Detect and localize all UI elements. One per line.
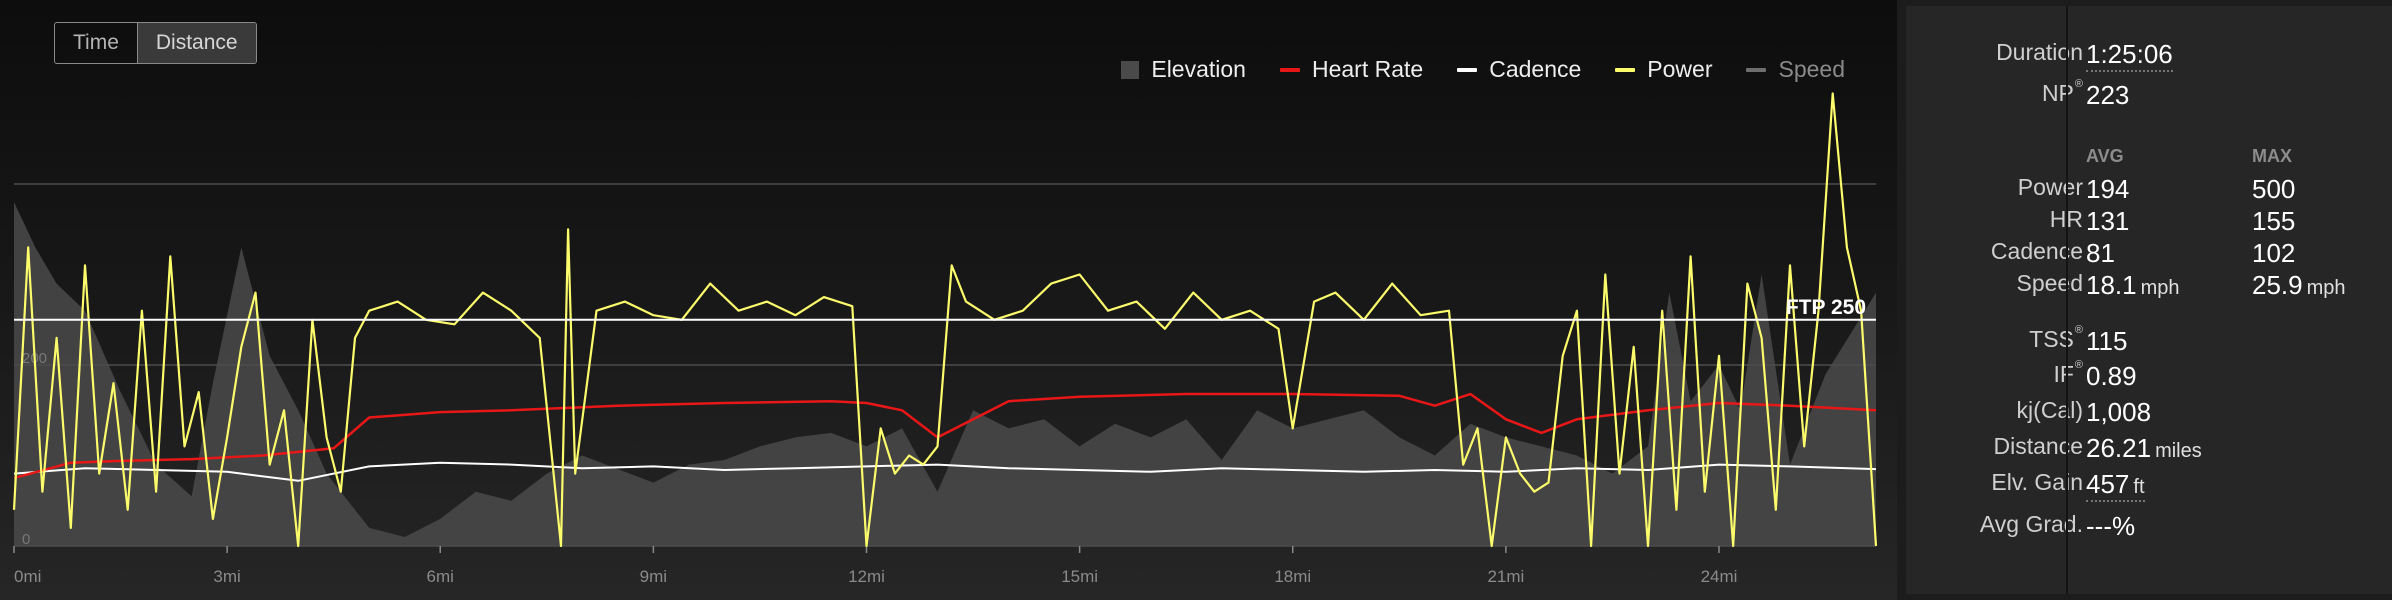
avg-header: AVG bbox=[2086, 146, 2124, 166]
power-line bbox=[12, 92, 1878, 548]
duration-row: Duration 1:25:06 bbox=[1906, 39, 2392, 72]
avg-grade-value: ---% bbox=[2086, 511, 2136, 541]
x-tick-label: 3mi bbox=[213, 567, 240, 586]
tss-value: 115 bbox=[2086, 326, 2128, 356]
power-max: 500 bbox=[2252, 174, 2296, 204]
speed-row: Speed 18.1 mph 25.9 mph bbox=[1906, 270, 2392, 302]
np-label: NP® bbox=[2041, 78, 2083, 106]
speed-label: Speed bbox=[2016, 270, 2083, 296]
cadence-max: 102 bbox=[2252, 238, 2296, 268]
elevation-gain-label: Elv. Gain bbox=[1991, 469, 2083, 495]
legend-label: Speed bbox=[1778, 56, 1845, 82]
heart-rate-swatch bbox=[1279, 67, 1300, 72]
x-tick-label: 6mi bbox=[427, 567, 454, 586]
x-tick-label: 18mi bbox=[1274, 567, 1311, 586]
column-headers: AVG MAX bbox=[1906, 146, 2392, 178]
elevation-gain-row: Elv. Gain 457 ft bbox=[1906, 469, 2392, 502]
distance-row: Distance 26.21 miles bbox=[1906, 433, 2392, 465]
x-tick-label: 15mi bbox=[1061, 567, 1098, 586]
cadence-label: Cadence bbox=[1990, 238, 2083, 264]
cadence-avg: 81 bbox=[2086, 238, 2115, 268]
speed-swatch bbox=[1746, 67, 1767, 72]
legend-elevation[interactable]: Elevation bbox=[1121, 56, 1246, 83]
speed-max: 25.9 mph bbox=[2252, 270, 2346, 300]
hr-row: HR 131 155 bbox=[1906, 206, 2392, 238]
elevation-area bbox=[14, 202, 1876, 546]
chart-legend: Elevation Heart Rate Cadence Power Speed bbox=[1121, 56, 1845, 83]
legend-speed[interactable]: Speed bbox=[1746, 56, 1845, 83]
x-tick-label: 21mi bbox=[1487, 567, 1524, 586]
power-swatch bbox=[1615, 67, 1636, 72]
legend-label: Elevation bbox=[1151, 56, 1246, 82]
avg-grade-row: Avg Grad. ---% bbox=[1906, 511, 2392, 543]
distance-toggle-button[interactable]: Distance bbox=[136, 23, 256, 63]
power-row: Power 194 500 bbox=[1906, 174, 2392, 206]
if-row: IF® 0.89 bbox=[1906, 359, 2392, 393]
time-toggle-button[interactable]: Time bbox=[73, 31, 119, 54]
elevation-swatch bbox=[1121, 60, 1140, 79]
x-tick-label: 12mi bbox=[848, 567, 885, 586]
if-value: 0.89 bbox=[2086, 361, 2137, 391]
x-axis-toggle: Time Distance bbox=[54, 22, 257, 64]
ftp-label: FTP 250 bbox=[1786, 296, 1866, 319]
distance-value: 26.21 miles bbox=[2086, 433, 2202, 463]
legend-power[interactable]: Power bbox=[1615, 56, 1712, 83]
y-tick-label: 0 bbox=[22, 531, 30, 548]
speed-avg: 18.1 mph bbox=[2086, 270, 2180, 300]
cadence-row: Cadence 81 102 bbox=[1906, 238, 2392, 270]
cadence-swatch bbox=[1457, 67, 1478, 72]
distance-label: Distance bbox=[1993, 433, 2083, 459]
legend-heart-rate[interactable]: Heart Rate bbox=[1279, 56, 1424, 83]
hr-avg: 131 bbox=[2086, 206, 2130, 236]
stats-panel: Duration 1:25:06 NP® 223 AVG MAX Power 1… bbox=[1906, 6, 2392, 594]
hr-max: 155 bbox=[2252, 206, 2296, 236]
legend-cadence[interactable]: Cadence bbox=[1457, 56, 1581, 83]
kj-row: kj(Cal) 1,008 bbox=[1906, 397, 2392, 429]
duration-value: 1:25:06 bbox=[2086, 39, 2173, 72]
legend-label: Cadence bbox=[1489, 56, 1582, 82]
avg-grade-label: Avg Grad. bbox=[1979, 511, 2083, 537]
kj-value: 1,008 bbox=[2086, 397, 2152, 427]
cadence-line bbox=[13, 461, 1877, 482]
x-tick-label: 24mi bbox=[1701, 567, 1738, 586]
legend-label: Heart Rate bbox=[1311, 56, 1424, 82]
legend-label: Power bbox=[1647, 56, 1713, 82]
power-avg: 194 bbox=[2086, 174, 2130, 204]
chart-panel: 0 200 0mi 3mi 6mi 9mi 12mi 15mi 18mi 21mi 24mi FTP … bbox=[0, 0, 1897, 600]
power-label: Power bbox=[2017, 174, 2083, 200]
stats-divider bbox=[2066, 6, 2068, 594]
elevation-gain-value: 457 ft bbox=[2086, 469, 2145, 502]
tss-row: TSS® 115 bbox=[1906, 324, 2392, 358]
tss-label: TSS® bbox=[2029, 324, 2083, 352]
np-row: NP® 223 bbox=[1906, 78, 2392, 112]
x-tick-label: 9mi bbox=[640, 567, 667, 586]
if-label: IF® bbox=[2053, 359, 2083, 387]
kj-label: kj(Cal) bbox=[2016, 397, 2083, 423]
np-value: 223 bbox=[2086, 80, 2130, 110]
x-tick-label: 0mi bbox=[14, 567, 41, 586]
duration-label: Duration bbox=[1996, 39, 2083, 65]
max-header: MAX bbox=[2252, 146, 2292, 166]
